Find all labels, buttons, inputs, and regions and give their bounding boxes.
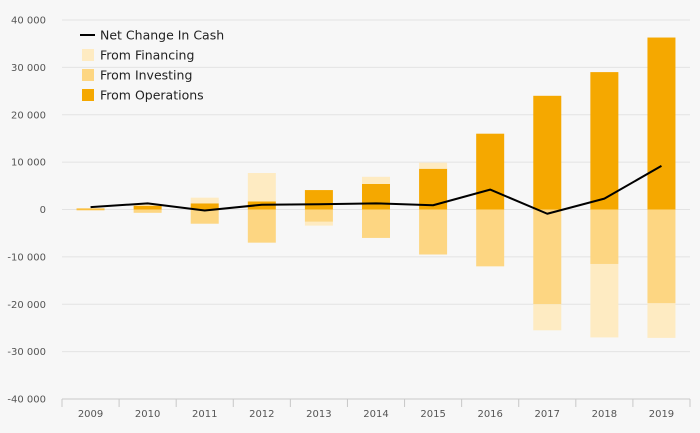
x-tick-label: 2013 — [306, 409, 331, 420]
bar-from-operations-2018 — [590, 72, 619, 210]
legend-square-swatch — [82, 49, 94, 61]
bar-from-investing-2015 — [419, 209, 448, 255]
x-tick-label: 2019 — [649, 409, 674, 420]
y-tick-label: -30 000 — [7, 347, 46, 358]
y-tick-label: -10 000 — [7, 252, 46, 263]
bar-from-financing-2012 — [247, 173, 276, 202]
bar-from-financing-2015 — [419, 162, 448, 169]
legend-label: From Investing — [100, 68, 192, 83]
bar-from-investing-2009 — [76, 209, 105, 211]
bar-from-investing-2016 — [476, 209, 505, 267]
y-tick-label: 20 000 — [11, 110, 46, 121]
legend: Net Change In Cash From Financing From Inv… — [80, 28, 224, 103]
bar-from-operations-2016 — [476, 133, 505, 210]
x-tick-label: 2018 — [592, 409, 617, 420]
legend-label: Net Change In Cash — [100, 28, 224, 43]
bar-from-investing-2013 — [304, 209, 333, 222]
legend-square-swatch — [82, 89, 94, 101]
bar-from-operations-2019 — [647, 37, 676, 210]
x-tick-label: 2014 — [363, 409, 388, 420]
bar-from-financing-2018 — [590, 263, 619, 338]
x-tick-label: 2011 — [192, 409, 217, 420]
net-change-line-series — [90, 165, 662, 215]
bar-from-financing-2009 — [76, 208, 105, 209]
bar-from-financing-2013 — [304, 221, 333, 226]
y-tick-label: 40 000 — [11, 16, 46, 27]
bar-from-financing-2017 — [533, 304, 562, 331]
x-tick-label: 2012 — [249, 409, 274, 420]
y-tick-label: 0 — [40, 205, 46, 216]
x-tick-label: 2016 — [477, 409, 502, 420]
bar-from-financing-2011 — [190, 197, 219, 204]
legend-square-swatch — [82, 69, 94, 81]
bar-from-investing-2012 — [247, 209, 276, 243]
x-axis: 2009 2010 2011 2012 2013 2014 2015 2016 2017 2018… — [61, 398, 691, 420]
bar-from-operations-2014 — [362, 183, 390, 210]
bar-from-financing-2010 — [133, 204, 162, 206]
y-tick-label: -40 000 — [7, 395, 46, 406]
bar-from-investing-2011 — [190, 209, 219, 224]
x-tick-label: 2017 — [535, 409, 560, 420]
bar-from-financing-2014 — [362, 176, 390, 184]
x-tick-label: 2015 — [420, 409, 445, 420]
bar-from-investing-2014 — [362, 209, 390, 238]
x-tick-label: 2009 — [78, 409, 103, 420]
bar-from-operations-2011 — [190, 203, 219, 210]
bar-from-financing-2019 — [647, 303, 676, 338]
bar-from-operations-2013 — [304, 190, 333, 210]
bar-from-investing-2018 — [590, 209, 619, 264]
y-tick-label: -20 000 — [7, 300, 46, 311]
legend-label: From Financing — [100, 48, 194, 63]
bar-from-investing-2017 — [533, 209, 562, 305]
legend-label: From Operations — [100, 88, 204, 103]
bar-from-operations-2009 — [76, 208, 105, 210]
bar-from-operations-2017 — [533, 95, 562, 210]
bar-from-investing-2010 — [133, 209, 162, 213]
y-axis-tick-labels: 40 000 30 000 20 000 10 000 0 -10 000 -20 000 -… — [7, 16, 46, 406]
bar-from-investing-2019 — [647, 209, 676, 304]
bar-series — [76, 37, 676, 338]
bar-from-operations-2010 — [133, 205, 162, 210]
y-tick-label: 30 000 — [11, 63, 46, 74]
x-tick-label: 2010 — [135, 409, 160, 420]
y-tick-label: 10 000 — [11, 158, 46, 169]
